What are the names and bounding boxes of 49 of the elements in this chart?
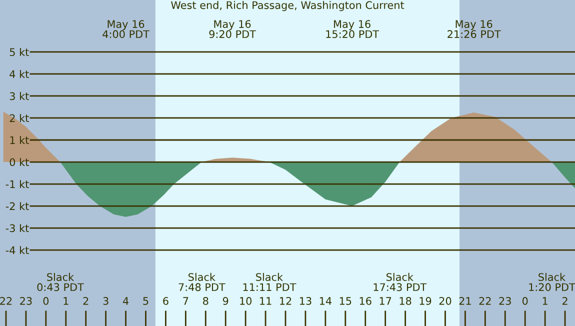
x-tick-label: 13 xyxy=(300,297,312,305)
x-tick-label: 22 xyxy=(479,297,491,305)
annotation: Slack 7:48 PDT xyxy=(178,272,226,292)
x-tick-label: 10 xyxy=(240,297,252,305)
annotation: Slack 11:11 PDT xyxy=(243,272,296,291)
x-tick-label: 5 xyxy=(143,297,148,305)
annotation: May 16 15:20 PDT xyxy=(326,20,380,38)
y-tick-label: -1 kt xyxy=(6,180,29,188)
y-tick-label: 1 kt xyxy=(10,136,29,144)
y-tick-label: -4 kt xyxy=(6,246,29,254)
x-tick-label: 7 xyxy=(183,297,188,305)
x-tick-label: 20 xyxy=(439,297,452,305)
x-tick-label: 9 xyxy=(222,297,228,305)
x-tick-label: 23 xyxy=(20,297,32,305)
y-tick-label: 0 kt xyxy=(10,158,29,166)
x-tick-label: 4 xyxy=(122,297,129,305)
x-tick-label: 11 xyxy=(260,297,272,305)
y-tick-label: 3 kt xyxy=(10,92,29,100)
x-tick-label: 12 xyxy=(280,297,292,305)
x-tick-label: 15 xyxy=(340,297,352,305)
x-tick-label: 23 xyxy=(499,297,511,305)
annotation: May 16 9:20 PDT xyxy=(209,20,256,38)
annotation: Slack 17:43 PDT xyxy=(374,272,427,292)
x-tick-label: 1 xyxy=(542,297,548,305)
x-tick-label: 2 xyxy=(83,297,88,305)
y-tick-label: 2 kt xyxy=(10,114,29,122)
y-tick-label: -3 kt xyxy=(6,224,29,232)
annotation: Slack 0:43 PDT xyxy=(37,272,84,292)
annotation: May 16 4:00 PDT xyxy=(102,20,150,38)
y-tick-label: 5 kt xyxy=(10,48,29,56)
x-tick-label: 17 xyxy=(380,297,392,305)
x-tick-label: 0 xyxy=(43,297,49,305)
y-tick-label: -2 kt xyxy=(6,202,29,210)
x-tick-label: 18 xyxy=(400,297,412,305)
y-tick-label: 4 kt xyxy=(10,70,29,78)
x-tick-label: 0 xyxy=(522,297,528,305)
x-tick-label: 1 xyxy=(64,297,68,305)
x-tick-label: 22 xyxy=(0,297,12,305)
chart-title: West end, Rich Passage, Washington Current xyxy=(171,1,404,12)
annotation: May 16 21:26 PDT xyxy=(448,20,501,38)
x-tick-label: 14 xyxy=(320,297,332,305)
annotation: Slack 1:20 PDT xyxy=(529,272,575,292)
x-tick-label: 19 xyxy=(420,297,432,305)
x-tick-label: 3 xyxy=(103,297,108,305)
x-tick-label: 6 xyxy=(163,297,168,305)
x-tick-label: 16 xyxy=(360,297,372,305)
x-tick-label: 2 xyxy=(562,297,568,305)
x-tick-label: 8 xyxy=(203,297,208,305)
x-tick-label: 21 xyxy=(459,297,471,305)
